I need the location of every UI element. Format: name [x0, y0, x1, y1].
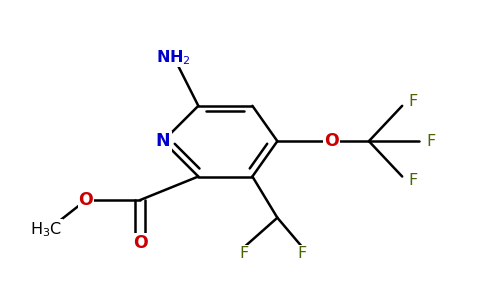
Text: F: F [298, 246, 307, 261]
Text: F: F [408, 173, 417, 188]
Text: F: F [427, 134, 436, 149]
Text: N: N [156, 132, 170, 150]
Text: NH$_2$: NH$_2$ [156, 48, 191, 67]
Text: O: O [78, 191, 93, 209]
Text: O: O [133, 234, 148, 252]
Text: F: F [408, 94, 417, 109]
Text: H$_3$C: H$_3$C [30, 220, 62, 239]
Text: F: F [240, 246, 249, 261]
Text: O: O [324, 132, 339, 150]
